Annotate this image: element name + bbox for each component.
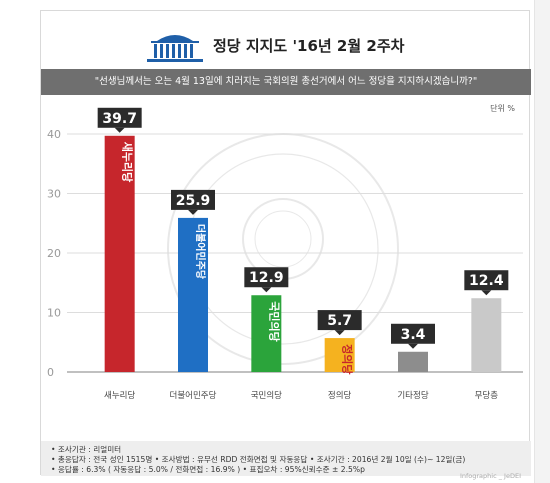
category-label: 국민의당 (251, 390, 282, 401)
infographic-frame: 정당 지지도 '16년 2월 2주차 "선생님께서는 오는 4월 13일에 치러… (40, 10, 531, 480)
bar-6 (471, 298, 502, 372)
bar-inner-text: 정의당 (341, 344, 355, 374)
y-tick-label: 30 (47, 188, 61, 201)
value-label-box (244, 267, 289, 288)
data-label: 25.9 (176, 193, 211, 209)
grid (67, 133, 523, 373)
category-label: 정의당 (328, 390, 352, 401)
title-row: 정당 지지도 '16년 2월 2주차 (41, 11, 531, 69)
value-label-box (97, 107, 142, 128)
value-label-pointer (188, 209, 198, 215)
survey-footer: • 조사기관 : 리얼미터 • 총응답자 : 전국 성인 1515명 • 조사방… (41, 441, 531, 476)
data-label: 5.7 (327, 313, 352, 329)
category-label: 더불어민주당 (170, 390, 217, 401)
value-label-box (171, 189, 215, 210)
category-label: 새누리당 (104, 390, 135, 401)
bar-1 (104, 135, 135, 372)
y-tick-label: 0 (47, 366, 54, 379)
value-label-box (391, 323, 435, 344)
category-labels: 새누리당 더불어민주당 국민의당 정의당 기타정당 무당층 (104, 390, 498, 401)
footer-method: • 총응답자 : 전국 성인 1515명 • 조사방법 : 유무선 RDD 전화… (51, 455, 466, 464)
footer-agency: • 조사기관 : 리얼미터 (51, 445, 122, 454)
y-tick-label: 40 (47, 128, 61, 141)
national-assembly-icon (147, 35, 203, 62)
data-label: 12.9 (249, 270, 284, 286)
value-label-pointer (334, 330, 345, 336)
y-tick-label: 20 (47, 247, 61, 260)
unit-label: 단위 % (490, 104, 515, 113)
bar-4 (324, 338, 355, 372)
value-label-box (317, 310, 362, 331)
y-axis-ticks: 0 10 20 30 40 (47, 128, 61, 379)
chart-title: 정당 지지도 '16년 2월 2주차 (213, 37, 405, 55)
category-label: 무당층 (475, 390, 499, 401)
data-label: 3.4 (401, 327, 426, 343)
page-scrollbar[interactable] (534, 0, 550, 483)
bar-inner-text: 더불어민주당 (194, 224, 207, 280)
bar-inner-text: 국민의당 (267, 301, 281, 341)
bar-3 (251, 295, 282, 372)
value-label-pointer (408, 343, 418, 349)
value-label-box (464, 270, 509, 291)
y-tick-label: 10 (47, 307, 61, 320)
bar-inner-text: 새누리당 (121, 142, 135, 182)
bar-5 (398, 351, 428, 372)
value-labels: 39.7 25.9 12.9 5.7 3.4 12.4 (97, 107, 509, 349)
value-label-pointer (481, 290, 492, 296)
data-label: 12.4 (469, 273, 504, 289)
category-label: 기타정당 (397, 390, 428, 401)
value-label-pointer (261, 287, 272, 293)
value-label-pointer (114, 127, 125, 133)
footer-response-rate: • 응답률 : 6.3% ( 자동응답 : 5.0% / 전화면접 : 16.9… (51, 465, 365, 474)
bar-2 (178, 217, 208, 372)
credit: Infographic _ JeDEI (459, 472, 521, 480)
data-label: 39.7 (102, 111, 137, 127)
survey-question: "선생님께서는 오는 4월 13일에 치러지는 국회의원 총선거에서 어느 정당… (41, 69, 531, 95)
